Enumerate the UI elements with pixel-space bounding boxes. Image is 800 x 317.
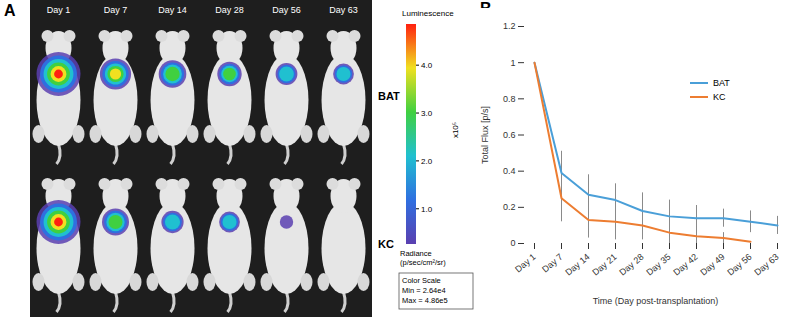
svg-text:(p/sec/cm²/sr): (p/sec/cm²/sr) xyxy=(400,258,446,267)
svg-text:Color Scale: Color Scale xyxy=(402,276,441,285)
svg-text:BAT: BAT xyxy=(378,90,400,102)
svg-text:Day 14: Day 14 xyxy=(563,252,591,278)
svg-text:Day 7: Day 7 xyxy=(104,5,128,15)
html-text:BAT: BAT xyxy=(713,78,730,88)
svg-text:Day 63: Day 63 xyxy=(752,252,780,278)
svg-text:1.2: 1.2 xyxy=(503,21,516,31)
svg-text:KC: KC xyxy=(378,238,394,250)
svg-text:4.0: 4.0 xyxy=(421,61,433,70)
svg-text:Day 35: Day 35 xyxy=(644,252,672,278)
svg-text:Luminescence: Luminescence xyxy=(402,9,454,18)
svg-text:A: A xyxy=(4,2,16,19)
svg-text:Day 28: Day 28 xyxy=(215,5,244,15)
svg-text:Day 42: Day 42 xyxy=(671,252,699,278)
svg-text:1: 1 xyxy=(510,58,515,68)
svg-text:0.2: 0.2 xyxy=(503,202,516,212)
svg-text:1.0: 1.0 xyxy=(421,205,433,214)
svg-text:Day 14: Day 14 xyxy=(158,5,187,15)
svg-text:Day 7: Day 7 xyxy=(540,252,564,275)
svg-text:Time (Day post-transplantation: Time (Day post-transplantation) xyxy=(593,296,719,306)
svg-text:Max = 4.86e5: Max = 4.86e5 xyxy=(402,296,448,305)
svg-text:Min = 2.64e4: Min = 2.64e4 xyxy=(402,286,446,295)
svg-text:Day 56: Day 56 xyxy=(725,252,753,278)
svg-text:Radiance: Radiance xyxy=(400,249,432,258)
svg-text:Day 56: Day 56 xyxy=(272,5,301,15)
svg-text:x10⁵: x10⁵ xyxy=(451,122,460,138)
svg-text:Day 49: Day 49 xyxy=(698,252,726,278)
svg-text:Day 21: Day 21 xyxy=(590,252,618,278)
html-text:KC: KC xyxy=(713,92,726,102)
svg-text:0.6: 0.6 xyxy=(503,130,516,140)
svg-text:Day 28: Day 28 xyxy=(617,252,645,278)
svg-text:3.0: 3.0 xyxy=(421,109,433,118)
svg-text:0.8: 0.8 xyxy=(503,94,516,104)
html-text:B: B xyxy=(480,0,492,17)
svg-text:Total Flux [p/s]: Total Flux [p/s] xyxy=(480,106,490,164)
svg-text:0.4: 0.4 xyxy=(503,166,516,176)
svg-text:2.0: 2.0 xyxy=(421,157,433,166)
svg-text:0: 0 xyxy=(510,238,515,248)
svg-text:Day 63: Day 63 xyxy=(329,5,358,15)
svg-text:Day 1: Day 1 xyxy=(47,5,71,15)
svg-text:Day 1: Day 1 xyxy=(513,252,537,275)
